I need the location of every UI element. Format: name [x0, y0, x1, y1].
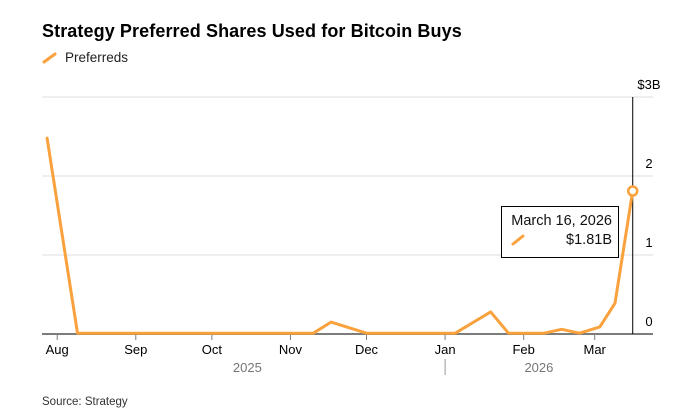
source-label: Source: Strategy [42, 396, 128, 408]
x-tick-label: Nov [279, 342, 303, 357]
highlight-marker[interactable] [626, 185, 639, 197]
x-tick-label: Oct [202, 342, 223, 357]
x-tick-label: Aug [46, 342, 69, 357]
tooltip-series-icon [511, 234, 525, 246]
x-tick-label: Feb [512, 342, 534, 357]
x-tick-label: Dec [355, 342, 379, 357]
chart-title: Strategy Preferred Shares Used for Bitco… [42, 21, 462, 41]
tooltip-date: March 16, 2026 [511, 213, 612, 229]
x-tick-label: Mar [583, 342, 606, 357]
legend-label: Preferreds [65, 50, 129, 65]
y-tick-label: $3B [637, 77, 660, 92]
x-tick-label: Sep [124, 342, 147, 357]
year-label: 2026 [524, 360, 553, 375]
legend: Preferreds [42, 50, 128, 65]
tooltip: March 16, 2026 $1.81B [501, 206, 619, 258]
series-line-preferreds [45, 136, 635, 335]
y-tick-label: 1 [645, 235, 652, 250]
tooltip-value: $1.81B [566, 232, 612, 249]
x-tick-label: Jan [435, 342, 456, 357]
year-label: 2025 [233, 360, 262, 375]
y-tick-label: 0 [645, 314, 652, 329]
legend-line-icon [42, 52, 57, 63]
y-tick-label: 2 [645, 156, 652, 171]
